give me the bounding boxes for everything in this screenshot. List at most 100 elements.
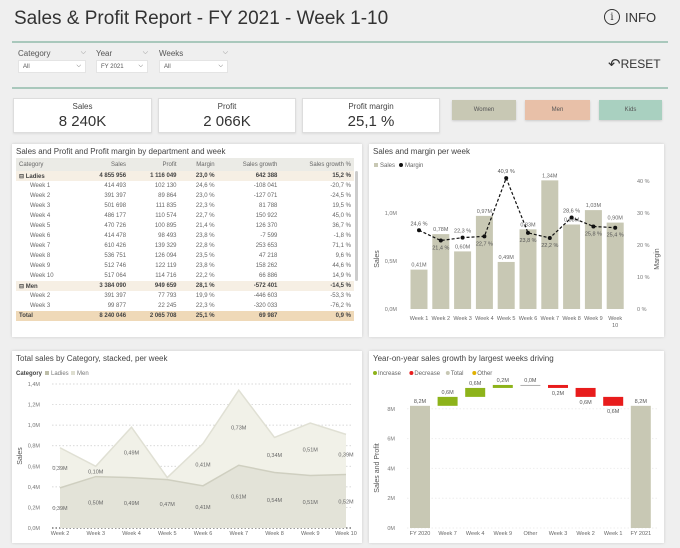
bar-data-label: 0,60M	[455, 244, 471, 250]
table-cell: 15,2 %	[280, 171, 354, 181]
increase-bar	[492, 384, 513, 388]
column-header[interactable]: Category	[16, 158, 79, 171]
column-header[interactable]: Profit	[129, 158, 180, 171]
kpi-value: 25,1 %	[347, 113, 395, 130]
ladies-data-label: 0,39M	[52, 506, 68, 512]
ladies-data-label: 0,41M	[195, 505, 211, 511]
year-dropdown[interactable]: FY 2021 ⌵	[96, 60, 148, 73]
chevron-down-icon: ⌵	[76, 63, 81, 69]
x-tick-label: Week 3	[86, 531, 105, 537]
divider	[12, 41, 668, 43]
table-cell: 4 855 956	[78, 171, 130, 181]
y-tick-label: 1,0M	[28, 423, 41, 429]
margin-point	[482, 234, 487, 239]
table-cell: -446 603	[253, 293, 278, 299]
legend-label: Other	[477, 371, 492, 377]
segment-kids-button[interactable]: Kids	[599, 100, 662, 120]
table-cell: 642 388	[217, 171, 281, 181]
margin-data-label: 22,3 %	[454, 229, 471, 235]
legend-marker	[445, 371, 450, 375]
table-row: Week 3 99 877 22 245 22,3 % -320 033 -76,2 %	[16, 301, 354, 311]
x-tick-label: 10	[612, 323, 618, 329]
sales-bar	[519, 229, 537, 309]
ladies-data-label: 0,49M	[124, 501, 140, 507]
margin-data-label: 25,4 %	[607, 233, 624, 239]
table-cell: Week 8	[30, 253, 51, 259]
y-tick-label: 0,6M	[28, 464, 41, 470]
table-cell: Week 2	[30, 193, 51, 199]
ladies-area	[60, 465, 346, 528]
chevron-down-icon: ⌵	[142, 49, 148, 56]
decrease-bar	[603, 396, 624, 406]
table-cell: 111 835	[155, 203, 177, 209]
column-header[interactable]: Sales	[78, 158, 130, 171]
table-title: Sales and Profit and Profit margin by de…	[16, 147, 226, 156]
table-cell: -53,3 %	[330, 293, 351, 299]
chart-title: Total sales by Category, stacked, per we…	[16, 354, 168, 363]
waterfall-chart: Increase Decrease Total Other 0M 2M 4M 6M 8M Sale…	[373, 371, 659, 537]
table-cell: -320 033	[253, 303, 278, 309]
dropdown-value: All	[164, 63, 171, 70]
x-tick-label: Week 4	[475, 316, 494, 322]
table-cell: 81 788	[259, 203, 278, 209]
dropdown-value: All	[23, 63, 30, 70]
table-cell: 45,0 %	[332, 213, 351, 219]
column-header[interactable]: Sales growth	[217, 158, 281, 171]
sales-bar	[584, 210, 602, 309]
sales-bar	[563, 224, 581, 309]
margin-line	[418, 176, 616, 242]
x-tick-label: Other	[524, 531, 538, 537]
column-header[interactable]: Margin	[179, 158, 218, 171]
sales-bar	[475, 215, 493, 309]
table-cell: Week 2	[30, 293, 51, 299]
filter-weeks[interactable]: Weeks ⌵ All ⌵	[159, 49, 228, 73]
filter-year[interactable]: Year ⌵ FY 2021 ⌵	[96, 49, 148, 73]
legend-label: Increase	[378, 371, 402, 377]
x-tick-label: Week	[608, 316, 622, 322]
increase-bar	[437, 396, 458, 406]
table-cell: 99 877	[107, 303, 127, 309]
table-cell: -20,7 %	[330, 183, 351, 189]
filter-label: Year	[96, 49, 113, 58]
margin-point	[526, 230, 530, 235]
table-cell: -14,5 %	[280, 281, 354, 291]
table-cell: 25,1 %	[179, 311, 218, 321]
margin-point	[569, 215, 574, 220]
sales-bar	[497, 261, 515, 309]
weeks-dropdown[interactable]: All ⌵	[159, 60, 228, 73]
table-cell: Week 10	[30, 273, 54, 279]
table-cell: 126 370	[255, 223, 278, 229]
segment-women-button[interactable]: Women	[452, 100, 516, 120]
table-cell: 89 864	[158, 193, 177, 199]
table-cell: Week 5	[30, 223, 51, 229]
stacked-area-chart: Category Ladies Men 0,0M 0,2M 0,4M 0,6M 0,8M 1,0…	[16, 371, 357, 537]
table-cell: 23,0 %	[195, 193, 215, 199]
table-row: Week 4 486 177 110 574 22,7 % 150 922 45,0 %	[16, 211, 354, 221]
table-cell: 102 130	[154, 183, 177, 189]
column-header[interactable]: Sales growth %	[280, 158, 354, 171]
x-tick-label: Week 2	[432, 316, 451, 322]
table-cell: 19,9 %	[195, 293, 215, 299]
table-row: Week 10 517 064 114 716 22,2 % 66 886 14,9 %	[16, 271, 354, 281]
kpi-profit: Profit 2 066K	[158, 98, 296, 133]
table-scrollbar[interactable]	[355, 171, 358, 281]
legend-marker	[409, 371, 414, 375]
men-data-label: 0,10M	[88, 469, 104, 475]
legend-label: Decrease	[414, 371, 440, 377]
category-dropdown[interactable]: All ⌵	[18, 60, 86, 73]
increase-bar	[465, 387, 486, 397]
bar-data-label: 0,0M	[524, 378, 537, 384]
info-button[interactable]: i INFO	[604, 9, 656, 25]
segment-men-button[interactable]: Men	[525, 100, 590, 120]
y2-tick-label: 0 %	[637, 307, 647, 313]
bar-data-label: 0,88M	[564, 218, 580, 224]
table-cell: Week 6	[30, 233, 51, 239]
reset-button[interactable]: ↶ RESET	[608, 55, 661, 73]
y-axis-label: Sales and Profit	[374, 443, 381, 492]
men-data-label: 0,39M	[52, 466, 68, 472]
sales-bar	[541, 180, 559, 309]
table-cell: -108 041	[253, 183, 278, 189]
table-cell: Week 7	[30, 243, 51, 249]
men-data-label: 0,41M	[195, 463, 211, 469]
filter-category[interactable]: Category ⌵ All ⌵	[18, 49, 86, 73]
